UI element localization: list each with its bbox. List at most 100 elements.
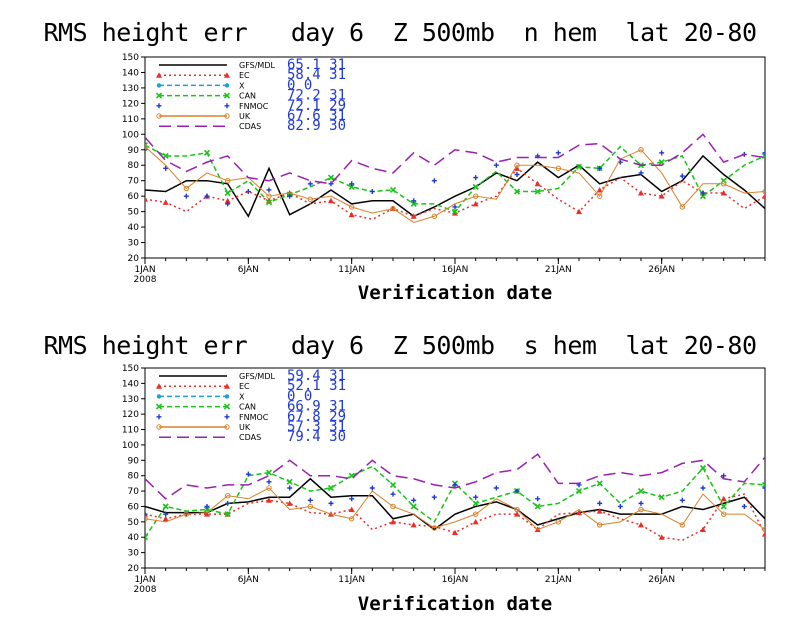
legend-value: 65.1 31 (287, 57, 346, 73)
data-point (204, 193, 210, 199)
legend-label: CDAS (239, 433, 261, 442)
data-point (369, 189, 375, 195)
data-point (266, 497, 272, 503)
data-point (720, 503, 727, 510)
y-tick-label: 50 (128, 518, 140, 528)
x-tick-sublabel: 2008 (134, 275, 157, 285)
data-point (287, 193, 293, 199)
data-point (638, 500, 644, 506)
data-point (203, 149, 211, 156)
data-point (720, 181, 727, 187)
data-point (638, 190, 644, 196)
data-point (163, 165, 169, 171)
data-point (597, 165, 603, 171)
data-point (431, 525, 438, 531)
legend-marker (156, 83, 162, 88)
y-tick-label: 150 (122, 364, 139, 374)
chart-title-nh: RMS height err day 6 Z 500mb n hem lat 2… (43, 18, 757, 47)
legend-marker (223, 403, 231, 410)
data-point (411, 198, 417, 204)
legend-marker (155, 403, 163, 410)
data-point (204, 511, 210, 517)
x-tick-label: 1JAN (134, 575, 155, 585)
data-point (700, 526, 706, 533)
data-point (514, 511, 520, 517)
y-tick-label: 60 (128, 502, 140, 512)
y-tick-label: 50 (128, 208, 140, 218)
legend: GFS/MDL 65.1 31 EC 58.4 31 X 0 0 CAN 72.2 31 FNM… (155, 57, 346, 134)
data-point (204, 503, 210, 509)
y-tick-label: 140 (122, 379, 139, 389)
data-point (493, 162, 499, 168)
data-point (287, 485, 293, 491)
legend-marker (223, 92, 231, 99)
legend-label: FNMOC (239, 102, 269, 111)
y-tick-label: 110 (122, 115, 139, 125)
legend-value: 72.1 29 (287, 98, 346, 114)
data-point (534, 180, 541, 187)
data-point (472, 500, 479, 507)
data-point (762, 193, 765, 199)
legend-label: EC (239, 382, 250, 391)
y-tick-label: 30 (128, 239, 140, 249)
data-point (700, 485, 706, 491)
y-tick-label: 80 (128, 472, 140, 482)
data-point (390, 518, 396, 525)
data-point (721, 473, 727, 479)
x-tick-label: 26JAN (648, 575, 675, 585)
data-point (162, 515, 169, 522)
x-axis-label-sh: Verification date (357, 593, 553, 615)
data-point (762, 485, 765, 491)
data-point (183, 511, 190, 517)
data-point (389, 186, 397, 194)
data-point (596, 508, 603, 514)
data-point (348, 204, 355, 210)
data-point (389, 481, 397, 488)
x-tick-label: 1JAN (134, 265, 155, 275)
data-point (410, 200, 417, 207)
legend-value: 67.8 29 (287, 409, 346, 425)
data-point (348, 516, 355, 522)
data-point (145, 147, 148, 153)
data-point (638, 170, 644, 176)
data-point (163, 511, 169, 517)
data-point (514, 172, 520, 178)
data-point (410, 521, 417, 528)
y-tick-label: 140 (122, 68, 139, 78)
y-tick-label: 90 (128, 146, 140, 156)
data-point (286, 500, 293, 506)
x-tick-label: 6JAN (238, 575, 259, 585)
data-point (245, 471, 251, 477)
data-point (658, 534, 665, 540)
legend-marker (224, 394, 230, 399)
data-point (596, 186, 603, 193)
data-point (597, 500, 603, 506)
data-point (720, 495, 727, 502)
y-tick-label: 100 (122, 130, 139, 140)
data-point (596, 480, 603, 487)
data-point (452, 482, 458, 488)
data-point (349, 181, 355, 187)
data-point (699, 464, 707, 472)
y-tick-label: 80 (128, 161, 140, 171)
data-point (762, 531, 765, 537)
data-point (225, 500, 231, 506)
legend-marker (156, 394, 162, 399)
data-point (183, 185, 190, 192)
data-point (145, 142, 149, 149)
data-point (431, 494, 437, 500)
series-fnmoc (145, 147, 765, 210)
data-point (575, 163, 583, 170)
x-tick-label: 6JAN (238, 265, 259, 275)
data-point (266, 479, 272, 485)
data-point (183, 193, 189, 199)
data-point (410, 213, 417, 219)
data-point (596, 193, 603, 199)
data-point (145, 534, 149, 541)
data-point (762, 188, 765, 195)
data-point (493, 485, 499, 491)
series-line (145, 465, 765, 538)
legend: GFS/MDL 59.4 31 EC 52.1 31 X 0 0 CAN 66.9 31 FNM… (155, 368, 346, 445)
legend-label: CAN (239, 92, 256, 101)
series-ec (145, 493, 765, 542)
